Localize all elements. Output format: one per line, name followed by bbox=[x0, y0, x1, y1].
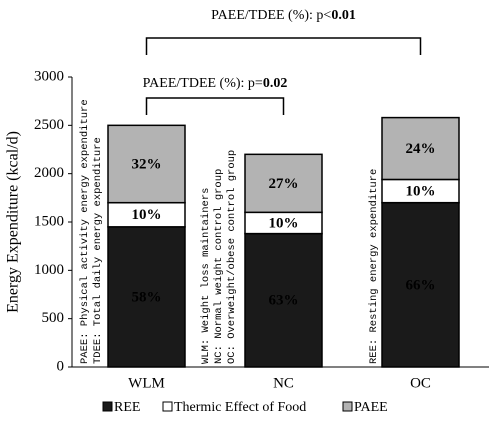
legend-swatch bbox=[342, 401, 353, 412]
note: REE: Resting energy expenditure bbox=[368, 169, 380, 364]
x-tick-label: NC bbox=[273, 375, 294, 391]
bar-segment bbox=[107, 226, 186, 368]
y-tick-label: 1000 bbox=[34, 262, 64, 278]
annotation-text: PAEE/TDEE (%): p= bbox=[143, 76, 263, 91]
bracket bbox=[145, 37, 422, 55]
legend-swatch bbox=[102, 401, 113, 412]
share-label: 27% bbox=[269, 176, 299, 192]
bar-segment bbox=[244, 153, 323, 214]
share-label: 10% bbox=[406, 184, 436, 200]
y-axis-label: Energy Expenditure (kcal/d) bbox=[5, 131, 22, 313]
annotation: PAEE/TDEE (%): p<0.01 bbox=[211, 8, 356, 23]
annotation: PAEE/TDEE (%): p=0.02 bbox=[143, 76, 288, 91]
y-tick-label: 500 bbox=[42, 310, 65, 326]
legend-label: REE bbox=[114, 400, 140, 415]
bar-segment bbox=[381, 116, 460, 181]
legend-swatch bbox=[162, 401, 173, 412]
share-label: 24% bbox=[406, 141, 436, 157]
legend-label: PAEE bbox=[354, 400, 388, 415]
note: WLM: Weight loss maintainers bbox=[200, 188, 212, 364]
share-label: 63% bbox=[269, 293, 299, 309]
y-tick-label: 1500 bbox=[34, 213, 64, 229]
bar-segment bbox=[244, 232, 323, 368]
share-label: 10% bbox=[132, 207, 162, 223]
share-label: 58% bbox=[132, 289, 162, 305]
x-tick-label: WLM bbox=[128, 375, 165, 391]
bar-segment bbox=[381, 201, 460, 368]
y-tick-label: 2000 bbox=[34, 165, 64, 181]
note: NC: Normal weight control group bbox=[213, 169, 225, 364]
y-tick-label: 3000 bbox=[34, 68, 64, 84]
annotation-bold: 0.01 bbox=[331, 8, 356, 23]
y-tick-label: 2500 bbox=[34, 117, 64, 133]
note: OC: Overweight/obese control group bbox=[226, 150, 238, 364]
share-label: 10% bbox=[269, 215, 299, 231]
note: PAEE: Physical activity energy expenditu… bbox=[79, 99, 91, 364]
x-tick-label: OC bbox=[410, 375, 431, 391]
legend-label: Thermic Effect of Food bbox=[174, 400, 306, 415]
y-tick-label: 0 bbox=[57, 358, 65, 374]
note: TDEE: Total daily energy expenditure bbox=[92, 137, 104, 364]
annotation-bold: 0.02 bbox=[263, 76, 288, 91]
annotation-text: PAEE/TDEE (%): p< bbox=[211, 8, 331, 23]
share-label: 32% bbox=[132, 156, 162, 172]
bar-segment bbox=[107, 201, 186, 228]
share-label: 66% bbox=[406, 277, 436, 293]
bracket bbox=[145, 97, 285, 115]
bar-segment bbox=[107, 124, 186, 204]
